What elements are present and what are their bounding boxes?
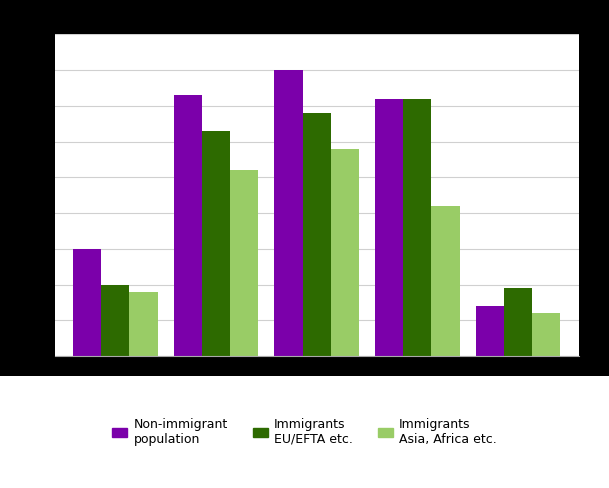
Bar	[174, 95, 202, 356]
Bar	[331, 149, 359, 356]
Bar	[532, 313, 560, 356]
Bar	[375, 99, 403, 356]
Bar	[230, 170, 258, 356]
Bar	[101, 285, 129, 356]
Bar	[129, 292, 158, 356]
Bar	[432, 206, 460, 356]
Bar	[403, 99, 432, 356]
Bar	[303, 113, 331, 356]
Bar	[476, 306, 504, 356]
Bar	[504, 288, 532, 356]
Bar	[73, 249, 101, 356]
Legend: Non-immigrant
population, Immigrants
EU/EFTA etc., Immigrants
Asia, Africa etc.: Non-immigrant population, Immigrants EU/…	[102, 408, 507, 456]
Bar	[202, 131, 230, 356]
Bar	[275, 70, 303, 356]
